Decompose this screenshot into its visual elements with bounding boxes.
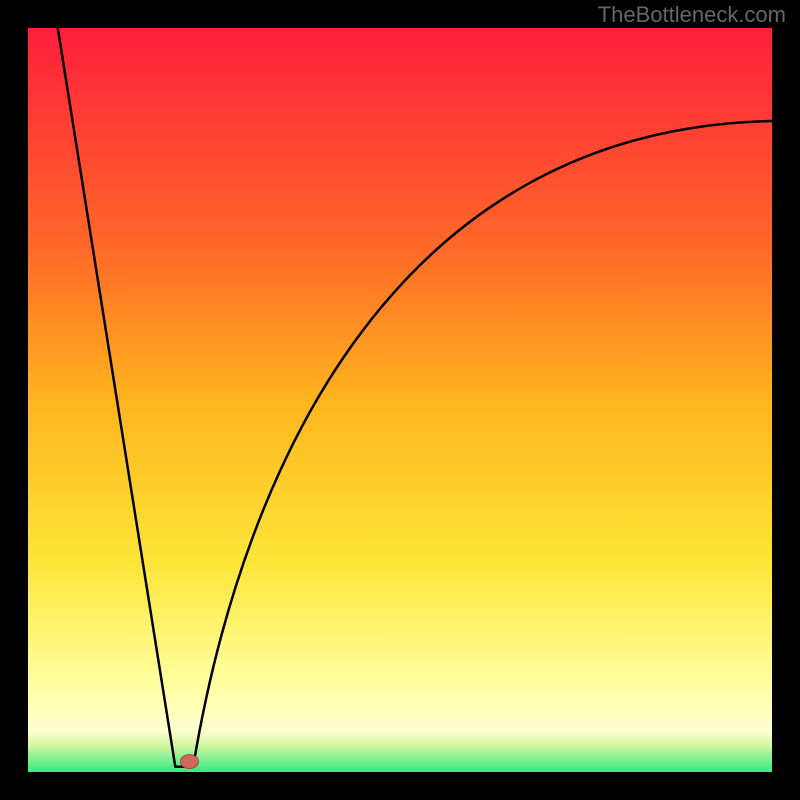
chart-svg	[0, 0, 800, 800]
optimal-point-marker	[180, 755, 198, 769]
plot-background	[28, 28, 772, 772]
bottleneck-chart: TheBottleneck.com	[0, 0, 800, 800]
